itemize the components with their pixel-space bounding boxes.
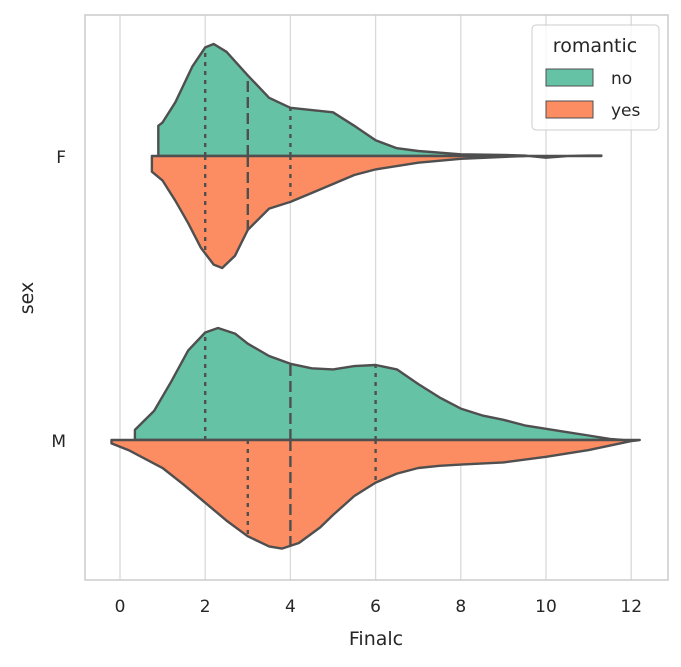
x-tick-label: 4 (285, 597, 296, 617)
x-tick-label: 2 (200, 597, 211, 617)
legend: romantic no yes (531, 24, 660, 131)
x-tick-label: 8 (455, 597, 466, 617)
x-tick-label: 12 (620, 597, 642, 617)
legend-title: romantic (553, 35, 637, 57)
x-tick-label: 10 (535, 597, 557, 617)
x-tick-label: 6 (370, 597, 381, 617)
legend-swatch-no (545, 68, 594, 87)
violin-f-yes (150, 154, 526, 270)
violins (110, 42, 641, 550)
legend-label-no: no (611, 69, 632, 89)
legend-swatch-yes (545, 100, 594, 119)
y-axis-title: sex (16, 282, 38, 315)
x-axis-title: Finalc (349, 628, 403, 650)
y-tick-label-f: F (56, 148, 66, 168)
violin-f-no (157, 42, 603, 159)
legend-label-yes: yes (611, 101, 641, 121)
y-tick-labels: FM (51, 148, 66, 452)
x-tick-label: 0 (115, 597, 126, 617)
violin-m-no (133, 326, 624, 442)
x-tick-labels: 0 2 4 6 8 10 12 (115, 597, 642, 617)
plot-frame (84, 14, 669, 581)
y-tick-label-m: M (51, 432, 66, 452)
violin-m-yes (110, 438, 641, 550)
